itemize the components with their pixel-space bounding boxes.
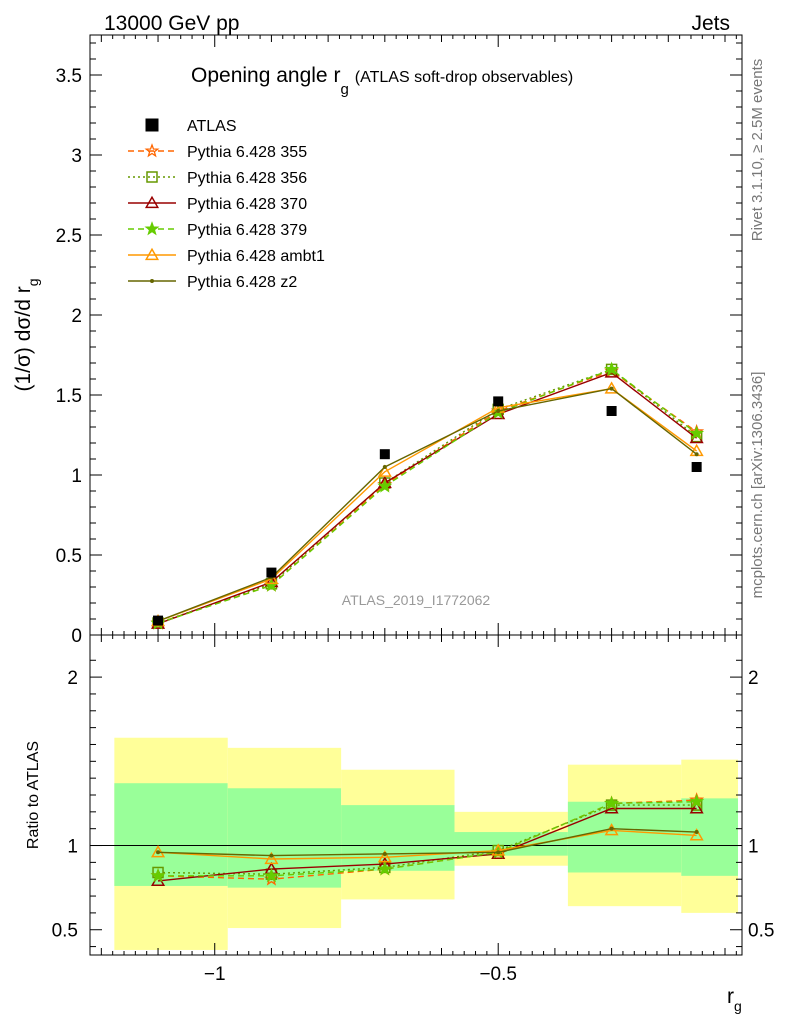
main-series-line <box>157 371 698 625</box>
analysis-watermark: ATLAS_2019_I1772062 <box>342 592 491 608</box>
ratio-series-dot-marker <box>382 851 387 856</box>
legend-square-marker <box>145 118 159 132</box>
ratio-series-star-marker <box>263 867 279 883</box>
ratio-series-dot-marker <box>609 826 614 831</box>
legend-entry-label: Pythia 6.428 z2 <box>187 274 297 291</box>
ratio-y-tick-label-right: 2 <box>748 668 759 689</box>
ratio-y-tick-label-right: 0.5 <box>748 921 774 942</box>
ratio-band-green <box>114 783 228 886</box>
main-series <box>150 363 705 630</box>
main-series <box>152 363 703 629</box>
main-y-tick-label: 3 <box>71 146 82 167</box>
ratio-y-tick-label: 0.5 <box>52 921 78 942</box>
main-series-star-marker <box>377 478 393 493</box>
main-series-dot-marker <box>382 465 387 469</box>
main-title: Opening angle rg(ATLAS soft-drop observa… <box>191 64 573 98</box>
header-right: Jets <box>691 12 730 35</box>
main-y-tick-label: 3.5 <box>56 66 82 87</box>
legend-square-marker <box>146 171 158 183</box>
x-axis-label: rg <box>727 985 742 1014</box>
atlas-data-point <box>606 406 617 416</box>
main-series-dot-marker <box>609 386 614 391</box>
main-y-tick-label: 2 <box>71 306 82 327</box>
ratio-series-dot-marker <box>496 850 501 855</box>
ratio-series-triangle-marker <box>689 828 704 841</box>
legend-entry-label: Pythia 6.428 379 <box>187 222 307 239</box>
main-series <box>156 386 699 624</box>
header-left: 13000 GeV pp <box>104 12 239 35</box>
main-y-tick-label: 1 <box>71 466 82 487</box>
main-y-tick-label: 0 <box>71 626 82 647</box>
main-series <box>150 361 705 630</box>
ratio-series-triangle-marker <box>150 845 166 858</box>
x-tick-label: −0.5 <box>479 964 517 985</box>
main-y-tick-label: 2.5 <box>56 226 82 247</box>
atlas-data-point <box>691 462 702 472</box>
ratio-series-triangle-marker <box>377 850 392 863</box>
legend-star-marker <box>144 221 160 236</box>
ratio-band-green <box>681 798 738 876</box>
x-tick-label: −1 <box>204 964 226 985</box>
legend-entry-label: ATLAS <box>187 118 237 135</box>
ratio-ylabel: Ratio to ATLAS <box>25 741 42 849</box>
legend-triangle-marker <box>144 195 160 209</box>
legend-dot-marker <box>150 279 154 283</box>
svg-text:(1/σ) dσ/d rg: (1/σ) dσ/d rg <box>12 278 41 391</box>
axis-ticks: 0 0.5 1 1.5 2 2.5 3 3.5 −1 −0.5 0.5 0.5 1 1 2 2 <box>52 35 774 985</box>
main-series-line <box>157 368 698 624</box>
main-series-line <box>157 387 698 622</box>
ratio-y-tick-label: 2 <box>67 668 78 689</box>
atlas-data-point <box>153 615 164 626</box>
main-series <box>150 365 704 629</box>
main-series-triangle-marker <box>604 381 619 394</box>
ratio-series-dot-marker <box>156 850 161 855</box>
ratio-series <box>150 823 704 865</box>
ratio-series-line <box>157 827 697 857</box>
mcplots-label: mcplots.cern.ch [arXiv:1306.3436] <box>749 372 766 599</box>
main-series-star-marker <box>604 361 620 376</box>
main-series-line <box>157 387 698 622</box>
ratio-series-triangle-marker <box>689 801 704 814</box>
ratio-series <box>156 826 699 858</box>
ratio-series-triangle-marker <box>264 851 279 865</box>
rivet-label: Rivet 3.1.10, ≥ 2.5M events <box>749 59 766 242</box>
atlas-data-point <box>493 396 504 407</box>
ratio-series-star-marker <box>377 861 393 876</box>
atlas-data-point <box>266 567 277 578</box>
atlas-data-points <box>153 396 702 626</box>
ratio-series-dot-marker <box>694 830 699 835</box>
ratio-uncertainty-bands <box>114 737 738 950</box>
legend-star-marker <box>144 143 160 158</box>
legend-entry-label: Pythia 6.428 370 <box>187 196 307 213</box>
legend-entry-label: Pythia 6.428 ambt1 <box>187 248 325 265</box>
ratio-series-line <box>157 829 697 860</box>
main-series-dot-marker <box>694 452 699 457</box>
ratio-series-line <box>158 801 697 877</box>
main-y-tick-label: 1.5 <box>56 386 82 407</box>
ratio-series-star-marker <box>150 867 166 883</box>
ratio-series-star-marker <box>604 795 620 810</box>
ratio-y-tick-label-right: 1 <box>748 837 759 858</box>
main-ylabel: (1/σ) dσ/d rg <box>12 278 41 391</box>
main-series-dot-marker <box>496 409 501 413</box>
main-y-tick-label: 0.5 <box>56 546 82 567</box>
main-series <box>150 381 704 627</box>
main-series-star-marker <box>689 425 705 440</box>
legend-entry-label: Pythia 6.428 355 <box>187 144 307 161</box>
legend-entry-label: Pythia 6.428 356 <box>187 170 307 187</box>
ratio-series-line <box>157 807 697 882</box>
ratio-band-green <box>567 801 682 873</box>
ratio-series-star-marker <box>689 793 705 809</box>
legend-triangle-marker <box>144 247 160 261</box>
ratio-series-dot-marker <box>269 853 274 858</box>
ratio-series-triangle-marker <box>491 843 506 856</box>
atlas-data-point <box>379 449 390 460</box>
main-series-triangle-marker <box>377 464 392 477</box>
series-lines <box>150 361 705 886</box>
ratio-y-tick-label: 1 <box>67 837 78 858</box>
legend: ATLAS Pythia 6.428 355 Pythia 6.428 356 Pyt… <box>128 118 325 291</box>
svg-text:Ratio to ATLAS: Ratio to ATLAS <box>25 741 42 849</box>
